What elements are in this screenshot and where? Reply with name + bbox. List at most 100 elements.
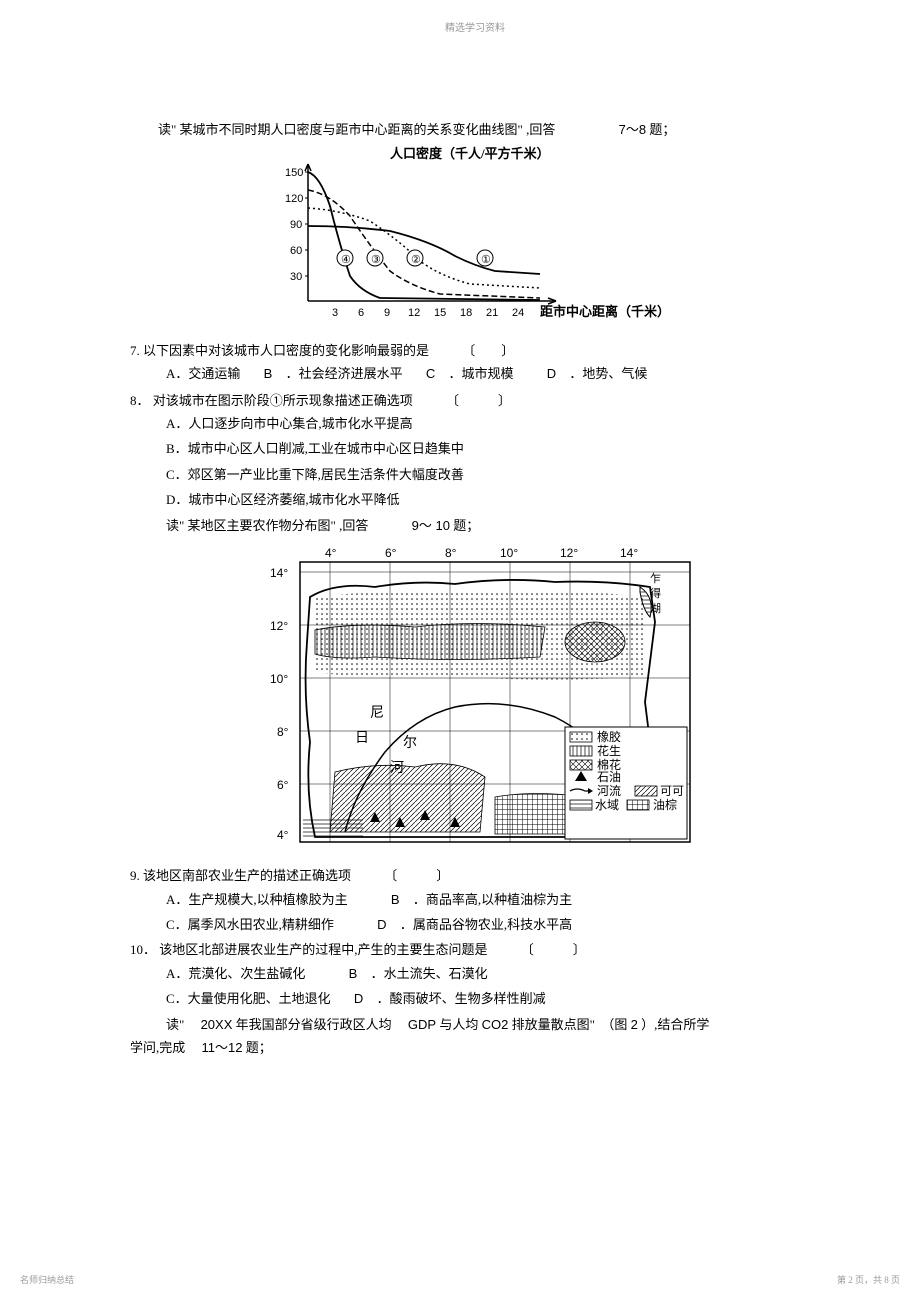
q8-opt-d: D．城市中心区经济萎缩,城市化水平降低 — [166, 488, 820, 511]
q8-bracket: 〔 〕 — [446, 393, 511, 408]
q10-number: 10． — [130, 942, 156, 957]
q7-opt-d-label: D — [547, 362, 556, 385]
density-chart-svg: 人口密度（千人/平方千米） 150 120 90 60 30 3 6 9 12 … — [260, 146, 690, 326]
intro3-co2: CO2 — [482, 1017, 509, 1032]
question-10: 10． 该地区北部进展农业生产的过程中,产生的主要生态问题是 〔 〕 — [130, 938, 820, 961]
footer-right: 第 2 页，共 8 页 — [837, 1272, 900, 1288]
question-7: 7. 以下因素中对该城市人口密度的变化影响最弱的是 〔 〕 — [130, 339, 820, 362]
q7-opt-d: ．地势、气候 — [569, 366, 647, 381]
chart-title: 人口密度（千人/平方千米） — [390, 146, 550, 161]
svg-text:④: ④ — [341, 254, 351, 266]
svg-text:①: ① — [481, 254, 491, 266]
svg-text:距市中心距离（千米）: 距市中心距离（千米） — [540, 304, 670, 319]
chart-population-density: 人口密度（千人/平方千米） 150 120 90 60 30 3 6 9 12 … — [130, 146, 820, 333]
q9-opt-d: ．属商品谷物农业,科技水平高 — [400, 917, 572, 932]
q10-opt-d: ．酸雨破坏、生物多样性削减 — [377, 991, 546, 1006]
q10-bracket: 〔 〕 — [521, 942, 586, 957]
q8-opt-b: B．城市中心区人口削减,工业在城市中心区日趋集中 — [166, 437, 820, 460]
range-9-10: 9～ 10 — [412, 518, 450, 533]
intro3-year: 20XX — [201, 1017, 233, 1032]
suffix-2: 题； — [453, 518, 479, 533]
q10-opt-d-label: D — [354, 987, 363, 1010]
q9-text: 该地区南部农业生产的描述正确选项 — [143, 868, 351, 883]
q10-opt-b: ．水土流失、石漠化 — [371, 966, 488, 981]
svg-text:14°: 14° — [270, 566, 288, 580]
q9-number: 9. — [130, 868, 140, 883]
q9-opt-b-label: B — [391, 888, 400, 911]
svg-text:60: 60 — [290, 245, 302, 257]
header-text: 精选学习资料 — [445, 23, 505, 34]
intro3-prefix: 读" — [166, 1017, 197, 1032]
q7-opt-b: ．社会经济进展水平 — [286, 366, 403, 381]
q10-opt-b-label: B — [349, 962, 358, 985]
range-7-8: 7～8 — [619, 122, 646, 137]
q8-number: 8． — [130, 393, 150, 408]
question-9: 9. 该地区南部农业生产的描述正确选项 〔 〕 — [130, 864, 820, 887]
svg-text:②: ② — [411, 254, 421, 266]
svg-text:9: 9 — [384, 307, 390, 319]
intro3-mid3: 排放量散点图" （图 — [512, 1017, 631, 1032]
svg-text:水域: 水域 — [595, 798, 619, 812]
svg-text:湖: 湖 — [650, 602, 661, 615]
svg-text:石油: 石油 — [597, 770, 621, 784]
q10-row-2: C．大量使用化肥、土地退化 D ．酸雨破坏、生物多样性削减 — [166, 987, 820, 1010]
page-footer: 名师归纳总结 第 2 页，共 8 页 — [20, 1272, 900, 1288]
q10-row-1: A．荒漠化、次生盐碱化 B ．水土流失、石漠化 — [166, 962, 820, 985]
footer-left: 名师归纳总结 — [20, 1272, 74, 1288]
svg-text:14°: 14° — [620, 546, 638, 560]
svg-text:18: 18 — [460, 307, 472, 319]
q7-bracket: 〔 〕 — [462, 343, 514, 358]
svg-text:6°: 6° — [277, 778, 289, 792]
svg-text:可可: 可可 — [660, 784, 684, 798]
svg-text:尼: 尼 — [370, 706, 384, 721]
svg-text:花生: 花生 — [597, 743, 621, 758]
svg-text:12: 12 — [408, 307, 420, 319]
svg-text:4°: 4° — [325, 546, 337, 560]
svg-text:8°: 8° — [277, 725, 289, 739]
suffix-1: 题； — [649, 122, 675, 137]
intro-q11-12: 读" 20XX 年我国部分省级行政区人均 GDP 与人均 CO2 排放量散点图"… — [166, 1013, 820, 1036]
q8-text: 对该城市在图示阶段①所示现象描述正确选项 — [153, 393, 413, 408]
svg-text:90: 90 — [290, 219, 302, 231]
q9-opt-c: C．属季风水田农业,精耕细作 — [166, 917, 334, 932]
svg-text:3: 3 — [332, 307, 338, 319]
svg-text:15: 15 — [434, 307, 446, 319]
intro3-line2-suffix: 题； — [246, 1040, 272, 1055]
svg-text:12°: 12° — [560, 546, 578, 560]
svg-text:4°: 4° — [277, 828, 289, 842]
svg-text:日: 日 — [355, 731, 369, 746]
q9-opt-b: ．商品率高,以种植油棕为主 — [413, 892, 572, 907]
q10-text: 该地区北部进展农业生产的过程中,产生的主要生态问题是 — [159, 942, 487, 957]
svg-text:30: 30 — [290, 271, 302, 283]
intro-q11-12-line2: 学问,完成 11～12 题； — [130, 1036, 820, 1059]
q7-options: A．交通运输 B ．社会经济进展水平 C ．城市规模 D ．地势、气候 — [166, 362, 820, 385]
svg-text:12°: 12° — [270, 619, 288, 633]
question-8: 8． 对该城市在图示阶段①所示现象描述正确选项 〔 〕 — [130, 389, 820, 412]
q9-opt-a: A．生产规模大,以种植橡胶为主 — [166, 892, 348, 907]
range-11-12: 11～12 — [202, 1040, 243, 1055]
svg-text:③: ③ — [371, 254, 381, 266]
crop-map: 4° 6° 8° 10° 12° 14° 14° 12° 10° 8° 6° 4… — [130, 542, 820, 859]
q9-row-1: A．生产规模大,以种植橡胶为主 B ．商品率高,以种植油棕为主 — [166, 888, 820, 911]
q7-opt-c-label: C — [426, 362, 435, 385]
svg-text:河: 河 — [390, 760, 404, 776]
svg-text:乍: 乍 — [650, 571, 661, 585]
q7-opt-a: A．交通运输 — [166, 366, 240, 381]
q9-opt-d-label: D — [377, 913, 386, 936]
q8-opt-c: C．郊区第一产业比重下降,居民生活条件大幅度改善 — [166, 463, 820, 486]
intro3-mid: 年我国部分省级行政区人均 — [236, 1017, 405, 1032]
intro-text-2: 读" 某地区主要农作物分布图" ,回答 — [166, 518, 368, 533]
intro3-mid4: ）,结合所学 — [641, 1017, 709, 1032]
q7-text: 以下因素中对该城市人口密度的变化影响最弱的是 — [143, 343, 429, 358]
q7-opt-c: ．城市规模 — [448, 366, 513, 381]
header-top: 精选学习资料 — [130, 20, 820, 38]
intro3-line2-prefix: 学问,完成 — [130, 1040, 198, 1055]
q10-opt-c: C．大量使用化肥、土地退化 — [166, 991, 331, 1006]
svg-text:21: 21 — [486, 307, 498, 319]
crop-map-svg: 4° 6° 8° 10° 12° 14° 14° 12° 10° 8° 6° 4… — [255, 542, 695, 852]
svg-text:6°: 6° — [385, 546, 397, 560]
svg-text:尔: 尔 — [403, 735, 417, 751]
q8-opt-a: A．人口逐步向市中心集合,城市化水平提高 — [166, 412, 820, 435]
q9-bracket: 〔 〕 — [384, 868, 449, 883]
svg-text:橡胶: 橡胶 — [597, 729, 621, 744]
